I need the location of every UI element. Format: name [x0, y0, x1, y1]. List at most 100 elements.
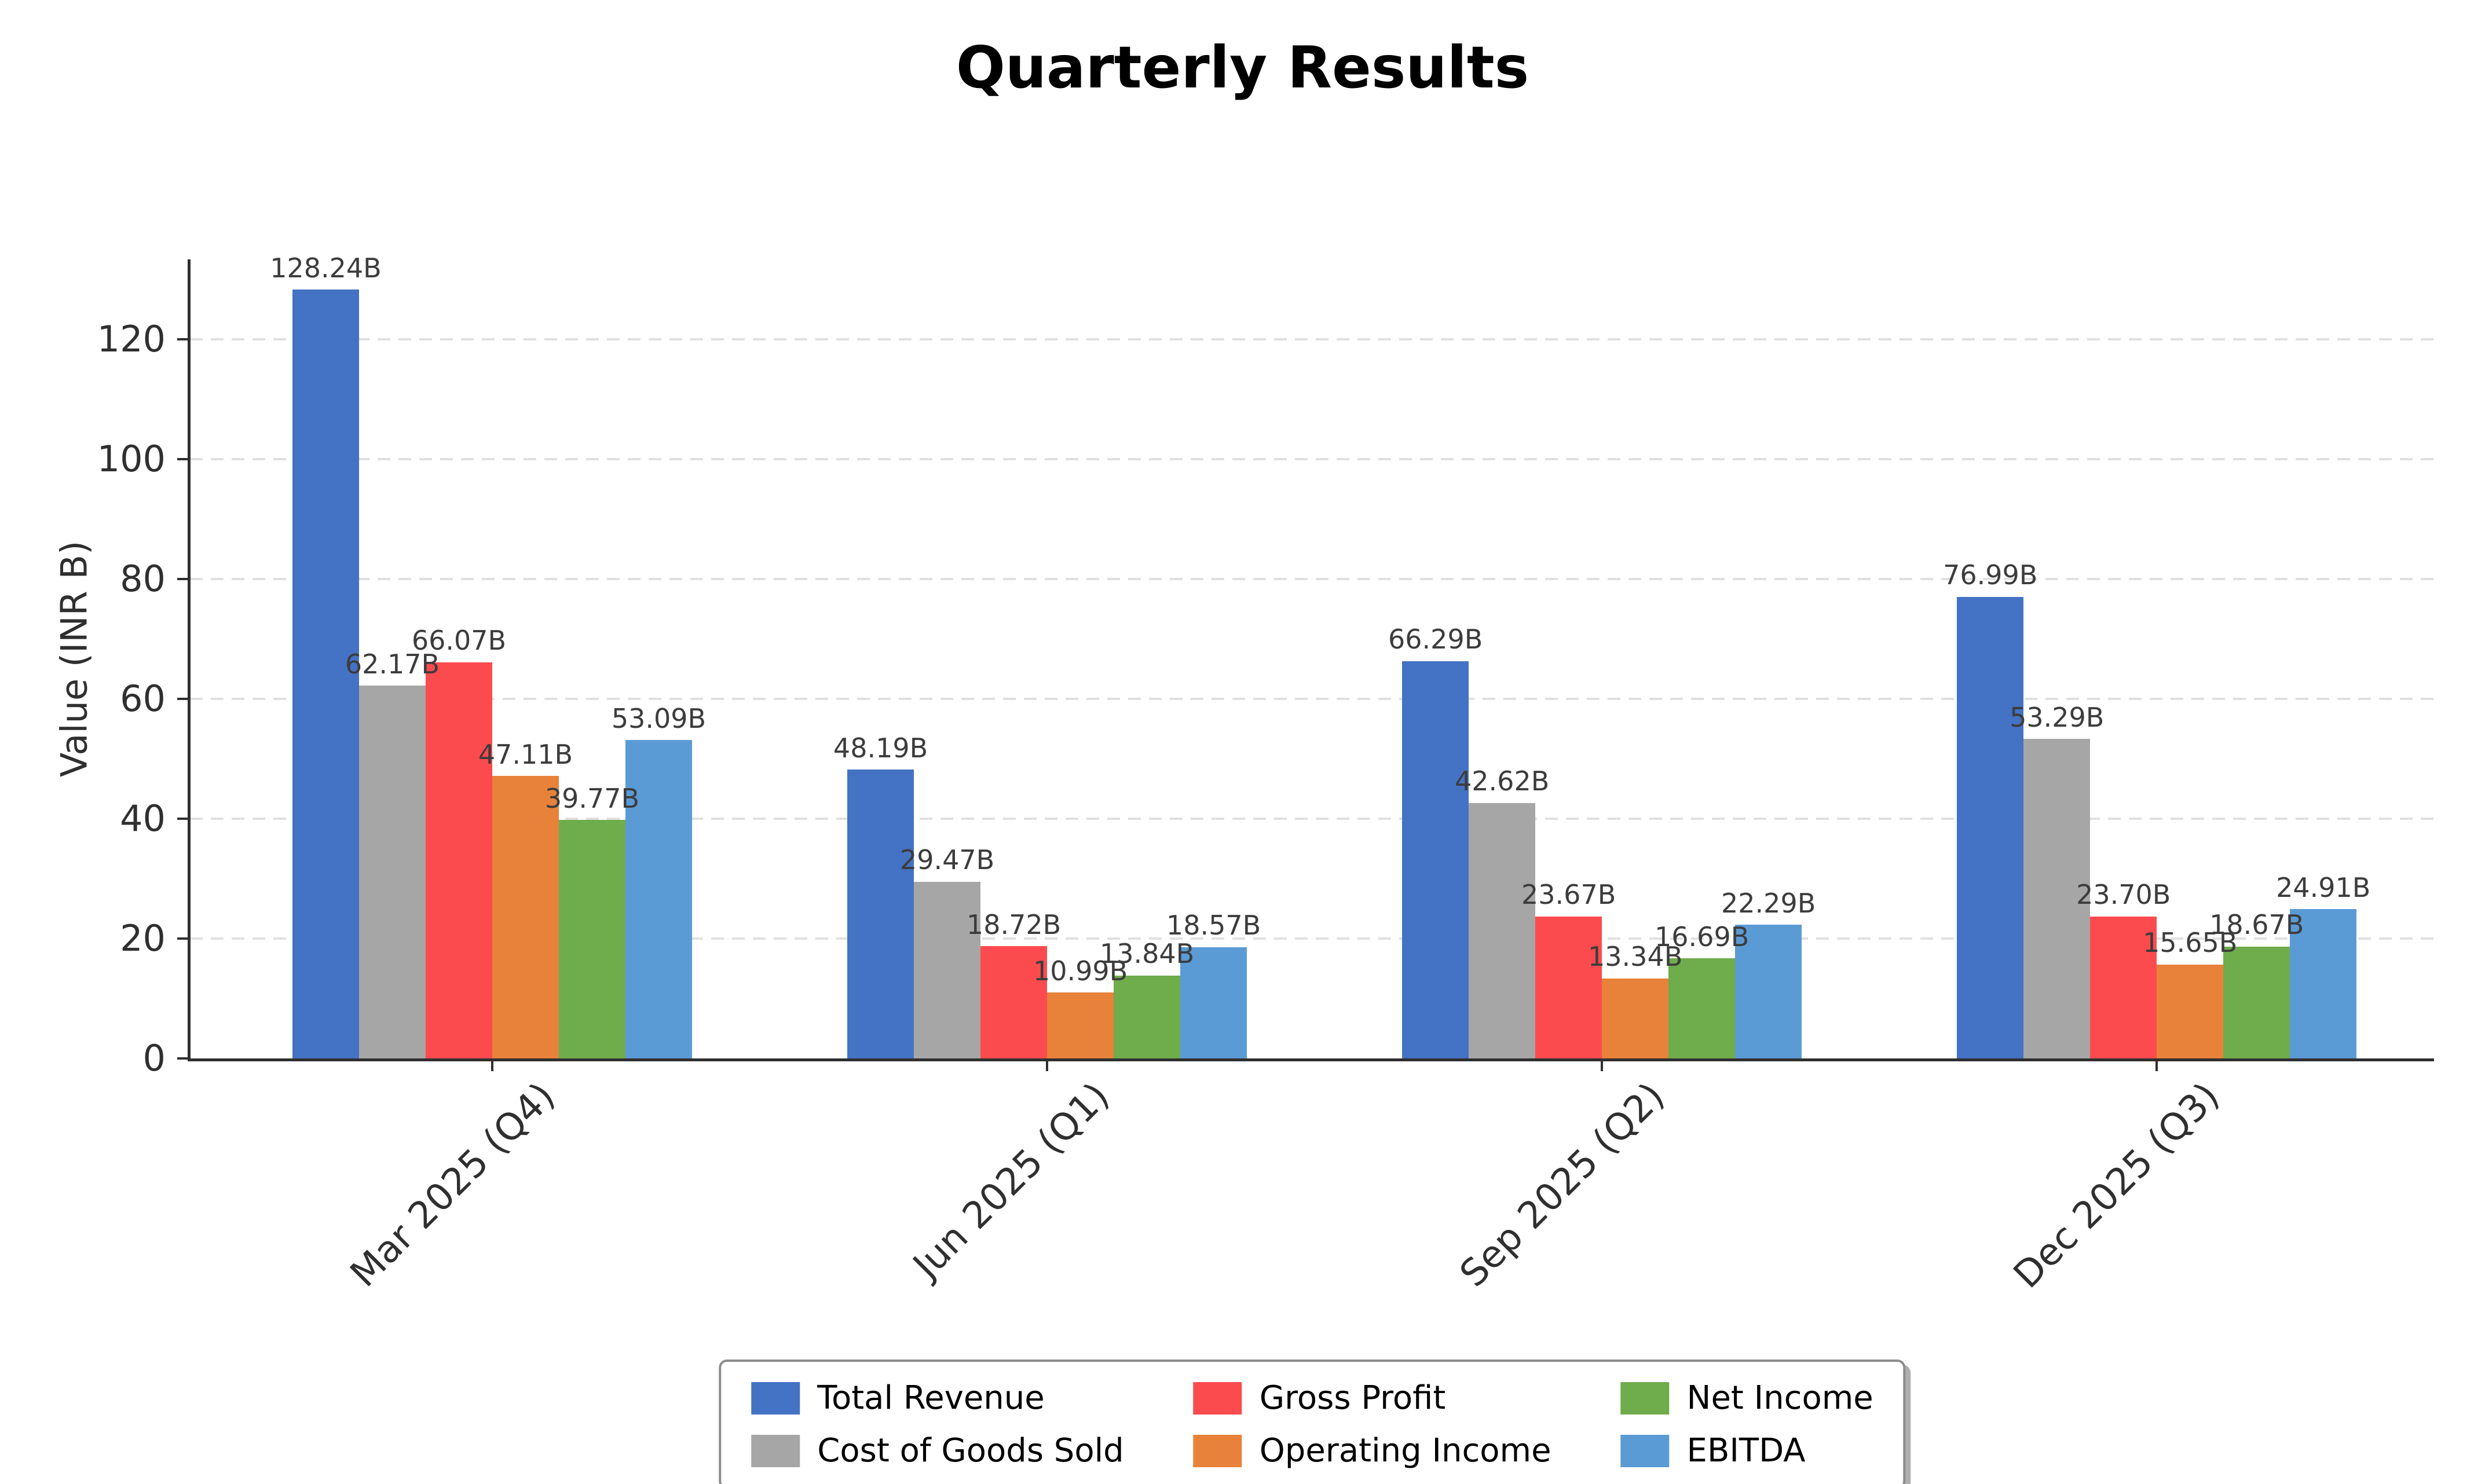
legend: Total Revenue Cost of Goods Sold Gross Pro… [719, 1360, 1906, 1484]
y-tick-mark-0 [177, 1057, 190, 1060]
bar-gross-profit [1535, 916, 1602, 1058]
bar-value-label: 10.99B [1033, 955, 1128, 987]
bar-total-revenue [1957, 596, 2024, 1058]
bar-operating-income [1047, 992, 1114, 1058]
bar-operating-income [1602, 978, 1669, 1058]
x-tick-label-1: Jun 2025 (Q1) [905, 1075, 1118, 1287]
legend-label: Operating Income [1259, 1432, 1551, 1470]
bar-ebitda [2290, 909, 2357, 1058]
legend-swatch-icon [751, 1382, 800, 1415]
y-tick-mark-100 [177, 457, 190, 460]
bar-value-label: 29.47B [899, 844, 995, 876]
bar-cost-of-goods-sold [914, 881, 981, 1058]
y-tick-mark-40 [177, 817, 190, 820]
bar-ebitda [1735, 925, 1802, 1058]
legend-label: Net Income [1686, 1379, 1873, 1417]
bar-value-label: 23.67B [1521, 879, 1616, 911]
y-tick-label-0: 0 [142, 1037, 166, 1079]
plot-area: 128.24B 62.17B 66.07B 47.11B 39.77B 53.09B 48.… [97, 254, 2434, 1297]
legend-label: EBITDA [1686, 1432, 1806, 1470]
bar-value-label: 15.65B [2143, 927, 2238, 959]
x-tick-mark-1 [1046, 1060, 1049, 1071]
legend-swatch-icon [1193, 1382, 1242, 1415]
bar-value-label: 39.77B [544, 782, 640, 814]
y-tick-label-100: 100 [97, 437, 166, 480]
bar-operating-income [2157, 964, 2224, 1058]
bar-net-income [2223, 946, 2290, 1058]
bar-value-label: 62.17B [345, 648, 440, 680]
bar-ebitda [625, 740, 692, 1058]
y-tick-mark-80 [177, 577, 190, 580]
bar-gross-profit [980, 946, 1048, 1058]
legend-item-operating-income: Operating Income [1193, 1432, 1551, 1470]
x-tick-mark-0 [491, 1060, 493, 1071]
legend-item-cost-of-goods-sold: Cost of Goods Sold [751, 1432, 1124, 1470]
bar-value-label: 24.91B [2276, 871, 2371, 903]
bar-ebitda [1180, 947, 1247, 1058]
bar-value-label: 66.07B [411, 625, 507, 657]
bar-gross-profit [425, 662, 492, 1058]
y-tick-label-20: 20 [120, 917, 166, 959]
gridline-100 [190, 457, 2434, 460]
legend-label: Cost of Goods Sold [817, 1432, 1124, 1470]
bar-value-label: 47.11B [478, 738, 573, 770]
bar-value-label: 22.29B [1721, 887, 1816, 919]
bar-value-label: 42.62B [1455, 765, 1550, 797]
bar-value-label: 66.29B [1388, 624, 1483, 655]
y-axis-spine [188, 259, 191, 1061]
gridline-80 [190, 577, 2434, 580]
y-tick-label-60: 60 [120, 677, 166, 720]
bar-value-label: 18.67B [2209, 909, 2304, 941]
gridline-40 [190, 817, 2434, 820]
legend-swatch-icon [1620, 1382, 1670, 1415]
chart-title: Quarterly Results [956, 34, 1529, 101]
bar-total-revenue [1402, 661, 1469, 1058]
bar-total-revenue [847, 770, 914, 1058]
bar-value-label: 53.29B [2010, 701, 2105, 733]
bar-value-label: 128.24B [270, 252, 382, 284]
bar-value-label: 16.69B [1655, 921, 1750, 952]
x-axis-spine [188, 1058, 2434, 1061]
bar-net-income [1668, 958, 1736, 1058]
gridline-20 [190, 937, 2434, 940]
bar-value-label: 18.72B [966, 908, 1062, 940]
bar-total-revenue [292, 290, 359, 1058]
y-tick-mark-60 [177, 697, 190, 700]
legend-label: Total Revenue [817, 1379, 1045, 1417]
x-tick-mark-3 [2155, 1060, 2158, 1071]
x-tick-label-2: Sep 2025 (Q2) [1452, 1075, 1673, 1296]
bar-value-label: 13.84B [1099, 938, 1195, 970]
bar-value-label: 48.19B [833, 732, 928, 764]
legend-label: Gross Profit [1259, 1379, 1446, 1417]
y-tick-label-40: 40 [120, 797, 166, 840]
y-tick-mark-120 [177, 338, 190, 340]
gridline-60 [190, 697, 2434, 700]
x-tick-label-0: Mar 2025 (Q4) [342, 1075, 563, 1296]
legend-item-net-income: Net Income [1620, 1379, 1873, 1417]
legend-swatch-icon [751, 1434, 800, 1467]
y-tick-label-80: 80 [120, 557, 166, 600]
bar-cost-of-goods-sold [1469, 803, 1536, 1058]
bar-operating-income [492, 776, 559, 1058]
legend-swatch-icon [1193, 1434, 1242, 1467]
bar-value-label: 76.99B [1943, 559, 2038, 591]
legend-swatch-icon [1620, 1434, 1670, 1467]
gridline-120 [190, 338, 2434, 340]
y-tick-mark-20 [177, 937, 190, 940]
legend-item-ebitda: EBITDA [1620, 1432, 1873, 1470]
x-tick-label-3: Dec 2025 (Q3) [2005, 1075, 2228, 1297]
bar-cost-of-goods-sold [358, 686, 426, 1058]
bar-value-label: 18.57B [1166, 910, 1261, 941]
bar-cost-of-goods-sold [2023, 739, 2091, 1058]
bar-net-income [558, 820, 625, 1058]
legend-item-total-revenue: Total Revenue [751, 1379, 1123, 1417]
y-axis-title: Value (INR B) [53, 540, 96, 778]
x-tick-mark-2 [1601, 1060, 1604, 1071]
legend-item-gross-profit: Gross Profit [1193, 1379, 1551, 1417]
bar-gross-profit [2090, 916, 2157, 1058]
bar-value-label: 13.34B [1588, 941, 1683, 973]
bar-value-label: 53.09B [611, 702, 707, 734]
bar-value-label: 23.70B [2076, 879, 2171, 911]
y-tick-label-120: 120 [97, 317, 166, 360]
